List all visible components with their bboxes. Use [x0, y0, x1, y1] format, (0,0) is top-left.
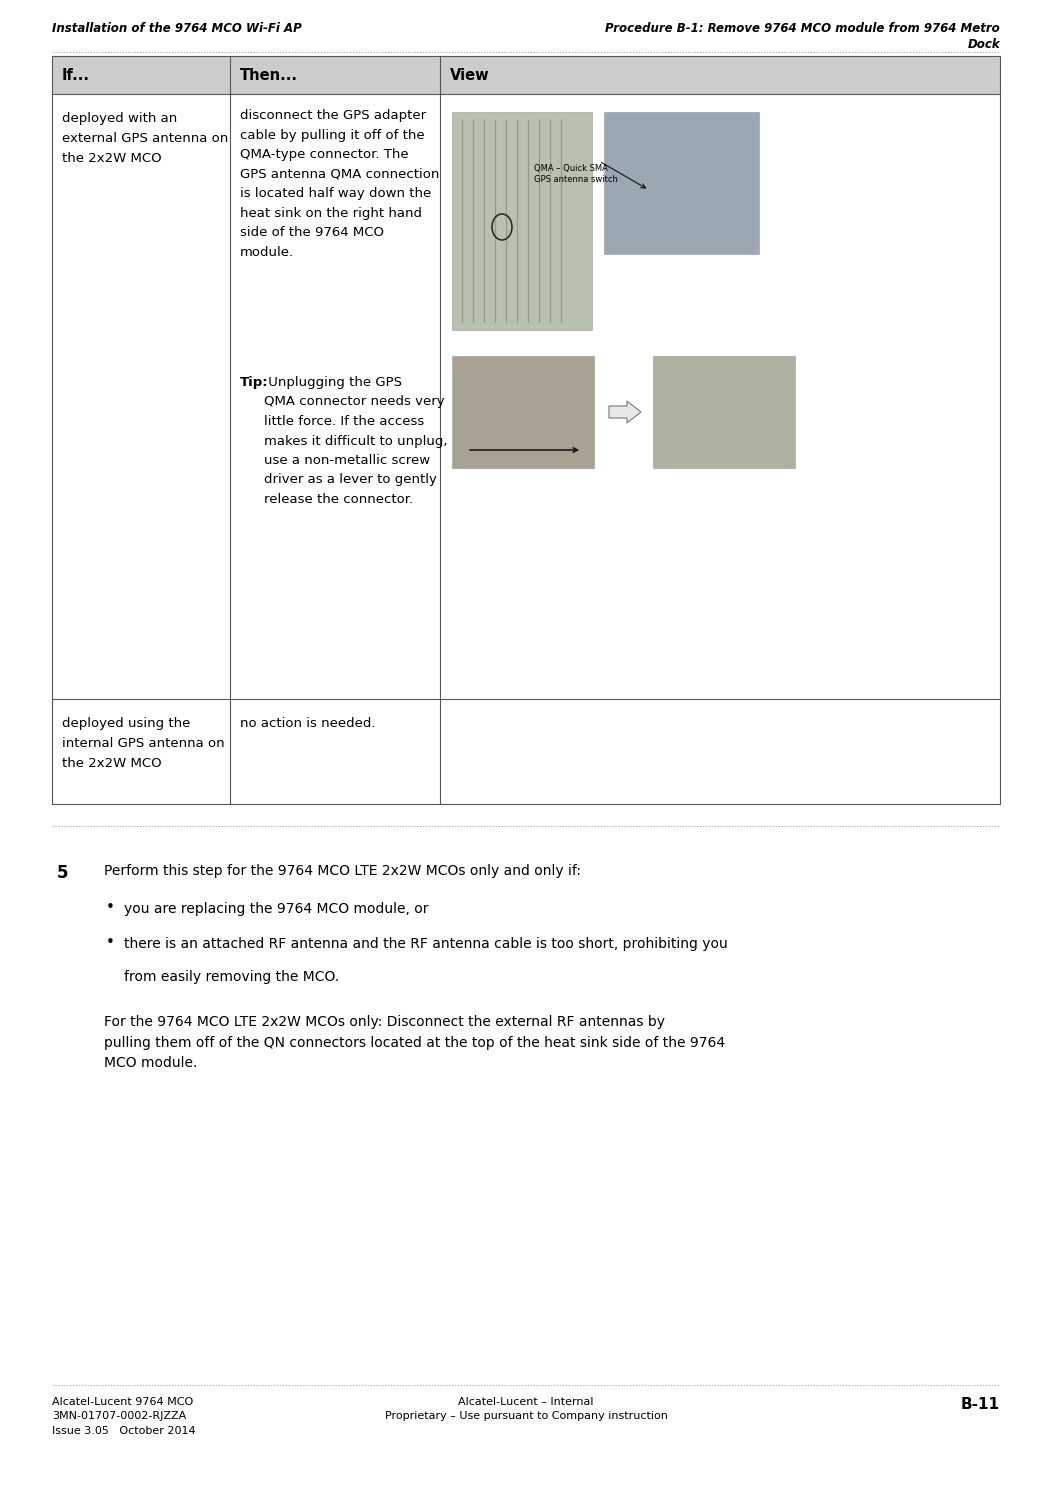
Text: Tip:: Tip:: [240, 376, 268, 390]
Text: View: View: [450, 67, 489, 82]
Text: QMA – Quick SMA
GPS antenna switch: QMA – Quick SMA GPS antenna switch: [534, 164, 618, 184]
Text: Unplugging the GPS
QMA connector needs very
little force. If the access
makes it: Unplugging the GPS QMA connector needs v…: [264, 376, 447, 506]
Text: If...: If...: [62, 67, 90, 82]
Text: 5: 5: [57, 864, 68, 882]
Text: For the 9764 MCO LTE 2x2W MCOs only: Disconnect the external RF antennas by
pull: For the 9764 MCO LTE 2x2W MCOs only: Dis…: [104, 1016, 725, 1071]
Text: deployed with an
external GPS antenna on
the 2x2W MCO: deployed with an external GPS antenna on…: [62, 112, 228, 165]
FancyArrow shape: [609, 401, 641, 422]
Text: Perform this step for the 9764 MCO LTE 2x2W MCOs only and only if:: Perform this step for the 9764 MCO LTE 2…: [104, 864, 581, 877]
Text: •: •: [106, 900, 115, 915]
Bar: [604, 112, 758, 254]
Text: you are replacing the 9764 MCO module, or: you are replacing the 9764 MCO module, o…: [124, 903, 428, 916]
Text: from easily removing the MCO.: from easily removing the MCO.: [124, 970, 339, 984]
Text: •: •: [106, 935, 115, 950]
Bar: [653, 355, 795, 468]
Text: Alcatel-Lucent – Internal
Proprietary – Use pursuant to Company instruction: Alcatel-Lucent – Internal Proprietary – …: [385, 1396, 667, 1422]
Text: Procedure B-1: Remove 9764 MCO module from 9764 Metro: Procedure B-1: Remove 9764 MCO module fr…: [605, 22, 1000, 36]
Bar: [452, 112, 592, 330]
Text: deployed using the
internal GPS antenna on
the 2x2W MCO: deployed using the internal GPS antenna …: [62, 717, 225, 770]
Text: Alcatel-Lucent 9764 MCO
3MN-01707-0002-RJZZA
Issue 3.05   October 2014: Alcatel-Lucent 9764 MCO 3MN-01707-0002-R…: [52, 1396, 196, 1436]
Text: disconnect the GPS adapter
cable by pulling it off of the
QMA-type connector. Th: disconnect the GPS adapter cable by pull…: [240, 109, 440, 259]
Text: B-11: B-11: [960, 1396, 1000, 1413]
Bar: [52, 57, 1000, 94]
Text: Installation of the 9764 MCO Wi-Fi AP: Installation of the 9764 MCO Wi-Fi AP: [52, 22, 302, 36]
Text: no action is needed.: no action is needed.: [240, 717, 376, 730]
Text: Dock: Dock: [967, 37, 1000, 51]
Bar: [52, 57, 1000, 804]
Text: Then...: Then...: [240, 67, 298, 82]
Bar: [452, 355, 594, 468]
Text: there is an attached RF antenna and the RF antenna cable is too short, prohibiti: there is an attached RF antenna and the …: [124, 937, 728, 952]
